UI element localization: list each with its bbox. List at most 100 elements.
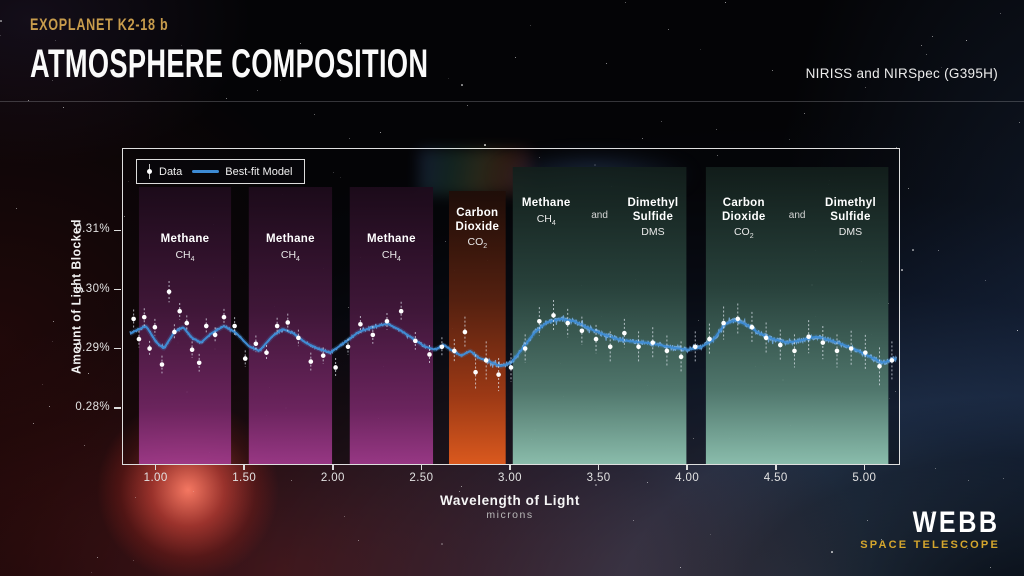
star	[135, 497, 136, 498]
page-title: ATMOSPHERE COMPOSITION	[30, 44, 616, 84]
data-point	[551, 313, 556, 318]
x-tick	[243, 464, 245, 470]
data-point	[172, 329, 177, 335]
star	[291, 480, 292, 481]
star	[441, 543, 443, 545]
data-point	[593, 336, 599, 342]
data-point	[196, 360, 202, 366]
data-point	[285, 320, 291, 325]
star	[0, 35, 2, 37]
data-point	[473, 369, 478, 375]
star	[257, 90, 259, 92]
data-point	[152, 324, 158, 330]
star	[901, 269, 903, 271]
data-point	[413, 338, 418, 344]
data-point	[136, 336, 142, 342]
data-point	[296, 335, 301, 341]
star	[716, 129, 718, 131]
x-tick-label: 3.50	[586, 472, 611, 484]
data-point	[189, 347, 195, 353]
star	[865, 87, 866, 88]
star	[33, 423, 35, 425]
data-point	[203, 323, 209, 329]
x-tick-label: 1.50	[232, 472, 257, 484]
x-tick-label: 2.00	[320, 472, 345, 484]
star	[921, 45, 923, 47]
data-point	[707, 336, 712, 342]
data-point	[522, 346, 528, 351]
x-tick	[775, 464, 777, 470]
star	[831, 551, 833, 553]
data-point	[565, 320, 570, 326]
spectrum-glow	[419, 149, 531, 195]
data-point	[678, 354, 684, 360]
star	[344, 516, 345, 517]
chart-plot: Methane CH4 Methane CH4 Methane CH4 Carbon Dio…	[122, 143, 900, 465]
data-point	[508, 365, 514, 370]
data-point	[650, 340, 656, 345]
star	[1019, 122, 1020, 123]
data-point	[242, 356, 248, 361]
star	[966, 40, 967, 41]
model-line-icon	[192, 170, 220, 173]
star	[926, 54, 928, 56]
y-axis-title: Amount of Light Blocked	[68, 219, 84, 374]
star	[633, 520, 634, 521]
data-point	[384, 319, 390, 324]
star	[968, 480, 970, 482]
data-point	[721, 320, 726, 326]
x-tick	[686, 464, 688, 470]
eyebrow-title: EXOPLANET K2-18 b	[30, 15, 217, 35]
spectral-band	[448, 191, 506, 464]
star	[193, 491, 195, 493]
spectrum-svg	[128, 167, 898, 464]
x-tick	[154, 464, 157, 470]
data-point	[439, 344, 445, 350]
data-point	[579, 328, 585, 334]
legend-model-label: Best-fit Model	[225, 165, 293, 178]
webb-subtitle: SPACE TELESCOPE	[860, 539, 1000, 551]
star	[668, 29, 670, 31]
star	[349, 138, 350, 139]
instrument-label: NIRISS and NIRSpec (G395H)	[805, 66, 998, 81]
title-divider	[0, 101, 1024, 102]
star	[314, 114, 316, 116]
data-point	[792, 348, 797, 354]
y-tick	[114, 407, 121, 409]
best-fit-model-line	[129, 317, 897, 368]
data-point	[147, 346, 152, 351]
data-point	[358, 321, 363, 327]
y-tick	[114, 288, 121, 291]
data-point	[398, 308, 404, 314]
data-point	[232, 323, 237, 329]
x-tick	[509, 464, 511, 470]
x-tick-label: 1.00	[143, 472, 168, 484]
data-point	[345, 344, 351, 350]
legend-data-item: Data	[146, 164, 182, 179]
star	[1000, 13, 1002, 15]
data-point	[320, 353, 326, 358]
star	[990, 567, 992, 569]
star	[912, 249, 914, 251]
x-tick	[597, 464, 600, 470]
data-point	[820, 340, 826, 345]
x-tick-label: 5.00	[852, 472, 877, 484]
data-point	[462, 329, 468, 335]
y-tick-label: 0.30%	[75, 282, 110, 295]
star	[867, 520, 868, 521]
data-point	[806, 334, 811, 339]
data-point	[452, 348, 457, 354]
data-point	[308, 359, 314, 364]
star	[938, 250, 940, 252]
star	[932, 36, 933, 37]
star	[625, 2, 627, 4]
star	[88, 373, 89, 374]
star	[226, 98, 228, 100]
spectral-band	[512, 167, 687, 464]
x-tick	[332, 464, 334, 470]
data-point	[370, 332, 376, 338]
star	[680, 567, 682, 569]
star	[97, 557, 99, 559]
data-point	[834, 348, 840, 354]
